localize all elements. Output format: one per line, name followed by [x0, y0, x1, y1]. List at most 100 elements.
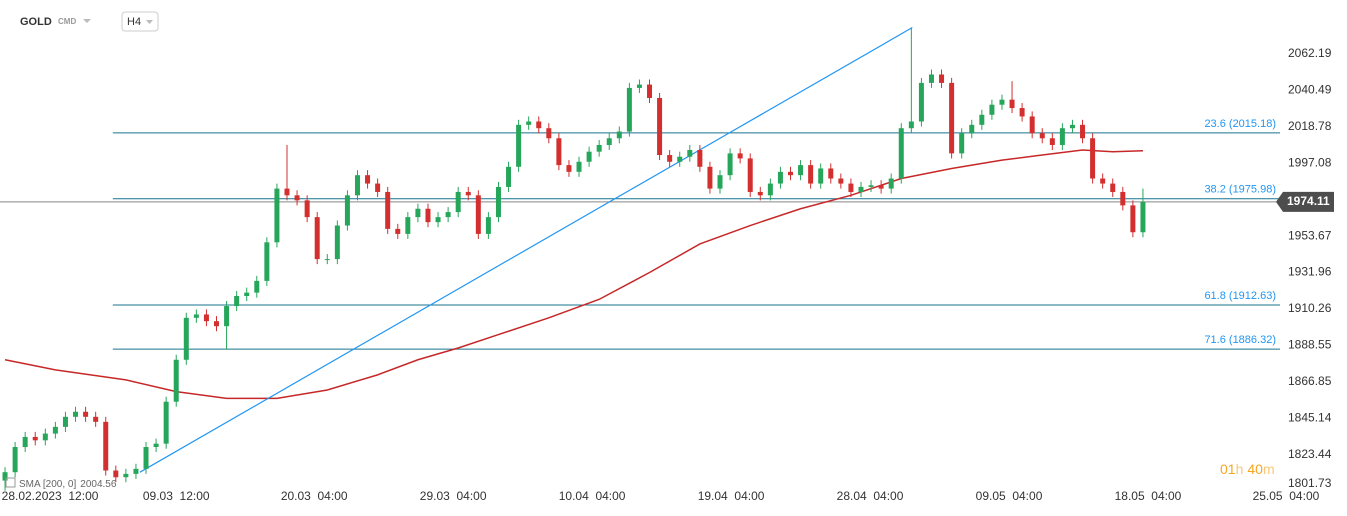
candle-body: [959, 133, 965, 154]
axes: 2062.19 2040.49 2018.78 1997.08 1953.67 1931.…: [2, 46, 1332, 503]
legend-entry: SMA [200, 0] 2004.56: [19, 479, 117, 490]
candle-body: [647, 84, 653, 98]
candle-body: [83, 411, 89, 417]
candle-body: [626, 87, 632, 132]
candle-body: [334, 225, 340, 260]
timeframe-box[interactable]: [121, 11, 159, 32]
candle-body: [395, 228, 401, 234]
candle-body: [344, 195, 350, 226]
candle-body: [798, 165, 804, 176]
candle-body: [898, 128, 904, 179]
trendline: [139, 26, 913, 473]
candle-body: [908, 121, 914, 129]
candle-body: [969, 124, 975, 134]
candle-body: [1069, 124, 1075, 129]
candle-body: [1080, 124, 1086, 139]
candle-body: [1009, 99, 1015, 109]
candle-body: [586, 151, 592, 162]
candle-body: [143, 447, 149, 469]
candle-body: [113, 470, 119, 478]
candle-body: [485, 217, 491, 234]
candle-body: [928, 74, 934, 83]
candle-body: [757, 191, 763, 196]
y-tick-label: 1931.96: [1288, 265, 1332, 279]
candle-body: [687, 150, 693, 157]
candle-body: [808, 165, 814, 184]
x-tick-label: 28.04 04:00: [837, 489, 904, 503]
last-price: 1974.11: [1287, 194, 1330, 208]
candle-body: [183, 317, 189, 360]
candle-body: [1140, 201, 1146, 233]
candle-body: [425, 208, 431, 223]
candle-body: [767, 183, 773, 196]
candle-body: [546, 128, 552, 139]
x-tick-label: 19.04 04:00: [698, 489, 765, 503]
candle-body: [203, 314, 209, 322]
candle-body: [657, 97, 663, 156]
candle-body: [73, 411, 79, 417]
symbol[interactable]: GOLD: [20, 16, 52, 28]
candle-body: [22, 436, 28, 448]
candle-body: [62, 416, 68, 427]
candle-body: [556, 138, 562, 166]
candle-body: [1049, 138, 1055, 145]
candle-body: [536, 121, 542, 129]
candle-body: [566, 165, 572, 172]
sma-label: SMA [200, 0]: [19, 479, 76, 490]
y-tick-label: 1910.26: [1288, 301, 1332, 315]
candle-body: [979, 114, 985, 125]
candle-body: [214, 321, 220, 327]
x-tick-label: 20.03 04:00: [281, 489, 348, 503]
legend-icon: [5, 477, 16, 488]
candle-body: [93, 416, 99, 422]
candle-body: [465, 191, 471, 196]
price-box: [1276, 191, 1334, 212]
candle-body: [294, 195, 300, 201]
candle-body: [858, 186, 864, 192]
x-tick-label: 09.05 04:00: [976, 489, 1043, 503]
candle-body: [606, 138, 612, 145]
candle-body: [284, 188, 290, 196]
candle-body: [667, 155, 673, 162]
candle-body: [103, 421, 109, 471]
x-tick-label: 28.02.2023 12:00: [2, 489, 99, 503]
dropdown-arrow: [83, 19, 91, 23]
countdown: 01h 40m: [1220, 461, 1275, 477]
candle-body: [385, 191, 391, 229]
candle-body: [989, 104, 995, 115]
candle-body: [445, 212, 451, 218]
candle-body: [888, 178, 894, 189]
fib-label: 71.6 (1886.32): [1204, 334, 1276, 346]
candle-body: [777, 171, 783, 184]
candle-body: [848, 183, 854, 192]
candle-body: [697, 150, 703, 167]
y-tick-label: 1801.73: [1288, 476, 1332, 490]
candle-body: [636, 84, 642, 88]
candle-body: [435, 217, 441, 223]
candle-body: [1130, 205, 1136, 233]
candle-body: [616, 131, 622, 139]
candle-body: [949, 82, 955, 154]
candle-body: [455, 191, 461, 213]
candle-body: [324, 259, 330, 261]
candle-body: [173, 359, 179, 402]
sma-line: [4, 149, 1143, 400]
y-tick-label: 1997.08: [1288, 155, 1332, 169]
candle-body: [495, 186, 501, 218]
market[interactable]: CMD: [58, 17, 76, 26]
candle-body: [838, 178, 844, 184]
x-tick-label: 25.05 04:00: [1253, 489, 1320, 503]
candle-body: [999, 99, 1005, 105]
candle-body: [787, 171, 793, 176]
y-tick-label: 2040.49: [1288, 83, 1332, 97]
candle-body: [234, 295, 240, 307]
candle-body: [516, 124, 522, 167]
candle-body: [717, 175, 723, 189]
candle-body: [818, 168, 824, 184]
timeframe[interactable]: H4: [127, 16, 141, 28]
countdown-unit: m: [1263, 461, 1275, 477]
candle-body: [1100, 178, 1106, 184]
candle-body: [264, 242, 270, 281]
candle-body: [727, 153, 733, 176]
candle-body: [526, 121, 532, 125]
